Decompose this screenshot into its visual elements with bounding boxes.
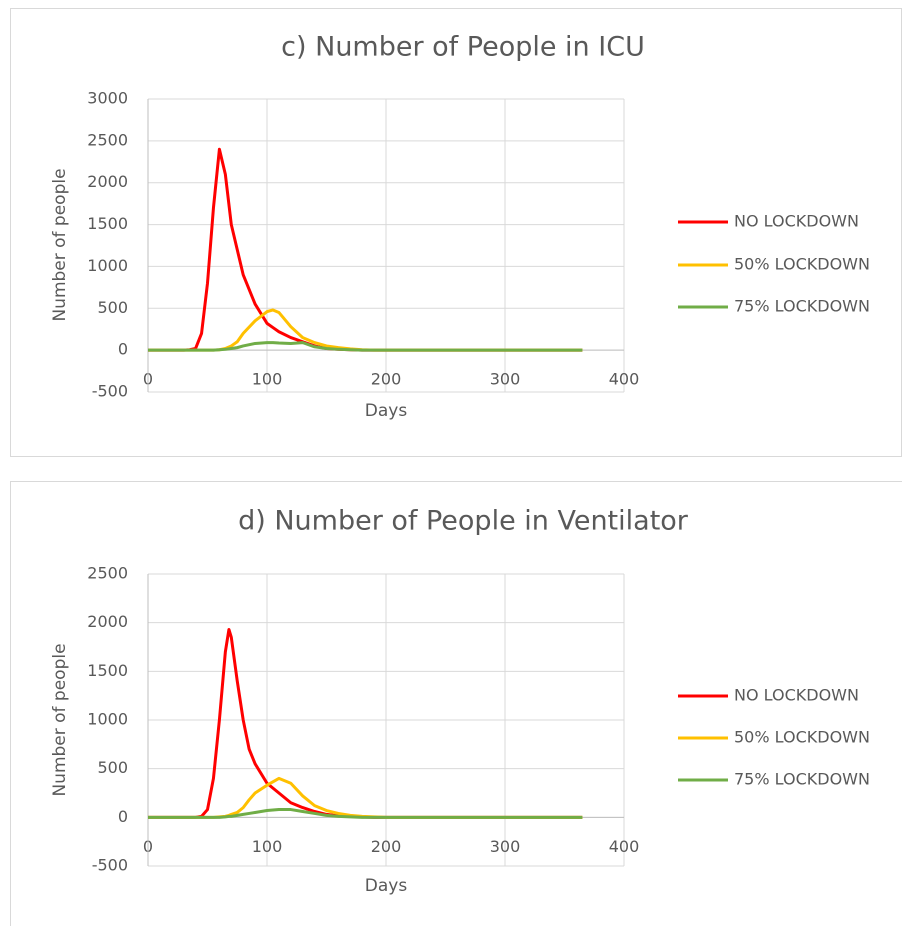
legend-label: NO LOCKDOWN bbox=[734, 212, 859, 231]
legend-label: 75% LOCKDOWN bbox=[734, 297, 870, 316]
x-tick-label: 400 bbox=[609, 370, 640, 389]
y-tick-label: 2000 bbox=[87, 172, 128, 191]
legend-label: 50% LOCKDOWN bbox=[734, 728, 870, 747]
chart-title: d) Number of People in Ventilator bbox=[238, 506, 689, 537]
y-tick-label: 1500 bbox=[87, 214, 128, 233]
x-tick-label: 200 bbox=[371, 837, 402, 856]
y-tick-label: 500 bbox=[97, 758, 128, 777]
series-line bbox=[148, 341, 583, 352]
y-tick-label: -500 bbox=[92, 382, 128, 401]
y-tick-label: 0 bbox=[118, 340, 128, 359]
x-axis-title: Days bbox=[365, 876, 408, 896]
x-tick-label: 300 bbox=[490, 837, 521, 856]
y-tick-label: 1500 bbox=[87, 661, 128, 680]
y-tick-label: 2500 bbox=[87, 130, 128, 149]
x-axis-title: Days bbox=[365, 401, 408, 421]
x-tick-label: 300 bbox=[490, 370, 521, 389]
chart-panel bbox=[10, 481, 902, 926]
legend-label: 75% LOCKDOWN bbox=[734, 770, 870, 789]
series-line bbox=[148, 627, 583, 819]
y-tick-label: 2000 bbox=[87, 612, 128, 631]
y-tick-label: 2500 bbox=[87, 564, 128, 583]
series-line bbox=[148, 808, 583, 819]
y-axis-title: Number of people bbox=[50, 168, 70, 321]
chart-title: c) Number of People in ICU bbox=[281, 32, 645, 63]
x-tick-label: 100 bbox=[252, 370, 283, 389]
y-tick-label: 1000 bbox=[87, 710, 128, 729]
legend-label: NO LOCKDOWN bbox=[734, 686, 859, 705]
y-tick-label: 500 bbox=[97, 298, 128, 317]
x-tick-label: 200 bbox=[371, 370, 402, 389]
y-tick-label: 1000 bbox=[87, 256, 128, 275]
y-tick-label: -500 bbox=[92, 856, 128, 875]
x-tick-label: 100 bbox=[252, 837, 283, 856]
x-tick-label: 400 bbox=[609, 837, 640, 856]
chart-panel bbox=[10, 8, 902, 457]
legend-label: 50% LOCKDOWN bbox=[734, 255, 870, 274]
y-tick-label: 0 bbox=[118, 807, 128, 826]
y-axis-title: Number of people bbox=[50, 643, 70, 796]
y-tick-label: 3000 bbox=[87, 89, 128, 108]
